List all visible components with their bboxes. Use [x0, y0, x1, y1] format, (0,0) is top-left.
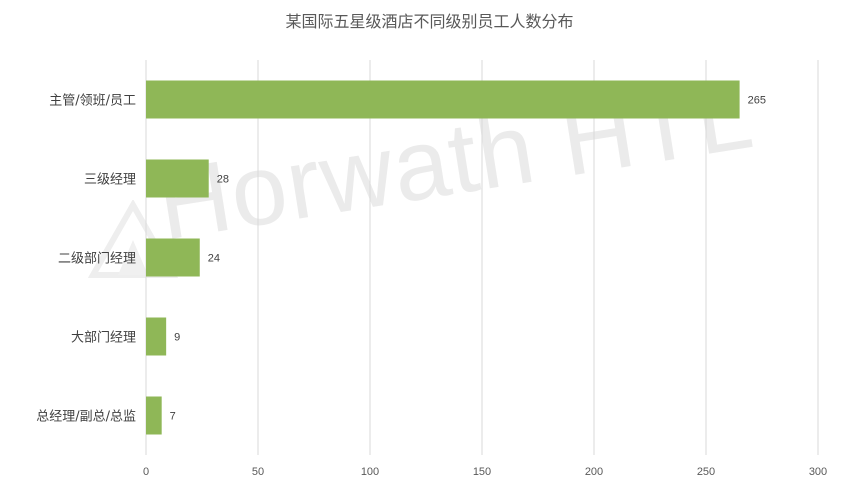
x-tick-label: 0	[143, 466, 149, 478]
category-label: 大部门经理	[71, 331, 136, 346]
bar	[146, 317, 167, 356]
bar	[146, 396, 162, 435]
data-label: 265	[748, 95, 766, 107]
x-tick-label: 300	[809, 466, 827, 478]
data-label: 7	[170, 411, 176, 423]
category-label: 二级部门经理	[58, 252, 136, 267]
category-label: 主管/领班/员工	[49, 94, 136, 109]
x-tick-label: 200	[585, 466, 603, 478]
bar	[146, 238, 200, 277]
data-label: 28	[217, 174, 229, 186]
x-tick-label: 50	[252, 466, 264, 478]
chart-title: 某国际五星级酒店不同级别员工人数分布	[285, 12, 574, 31]
x-tick-label: 150	[473, 466, 491, 478]
bar	[146, 159, 209, 198]
x-tick-label: 250	[697, 466, 715, 478]
category-label: 三级经理	[84, 173, 136, 188]
data-label: 24	[208, 253, 220, 265]
x-tick-label: 100	[361, 466, 379, 478]
data-label: 9	[174, 332, 180, 344]
category-label: 总经理/副总/总监	[36, 410, 136, 425]
bar	[146, 80, 740, 119]
